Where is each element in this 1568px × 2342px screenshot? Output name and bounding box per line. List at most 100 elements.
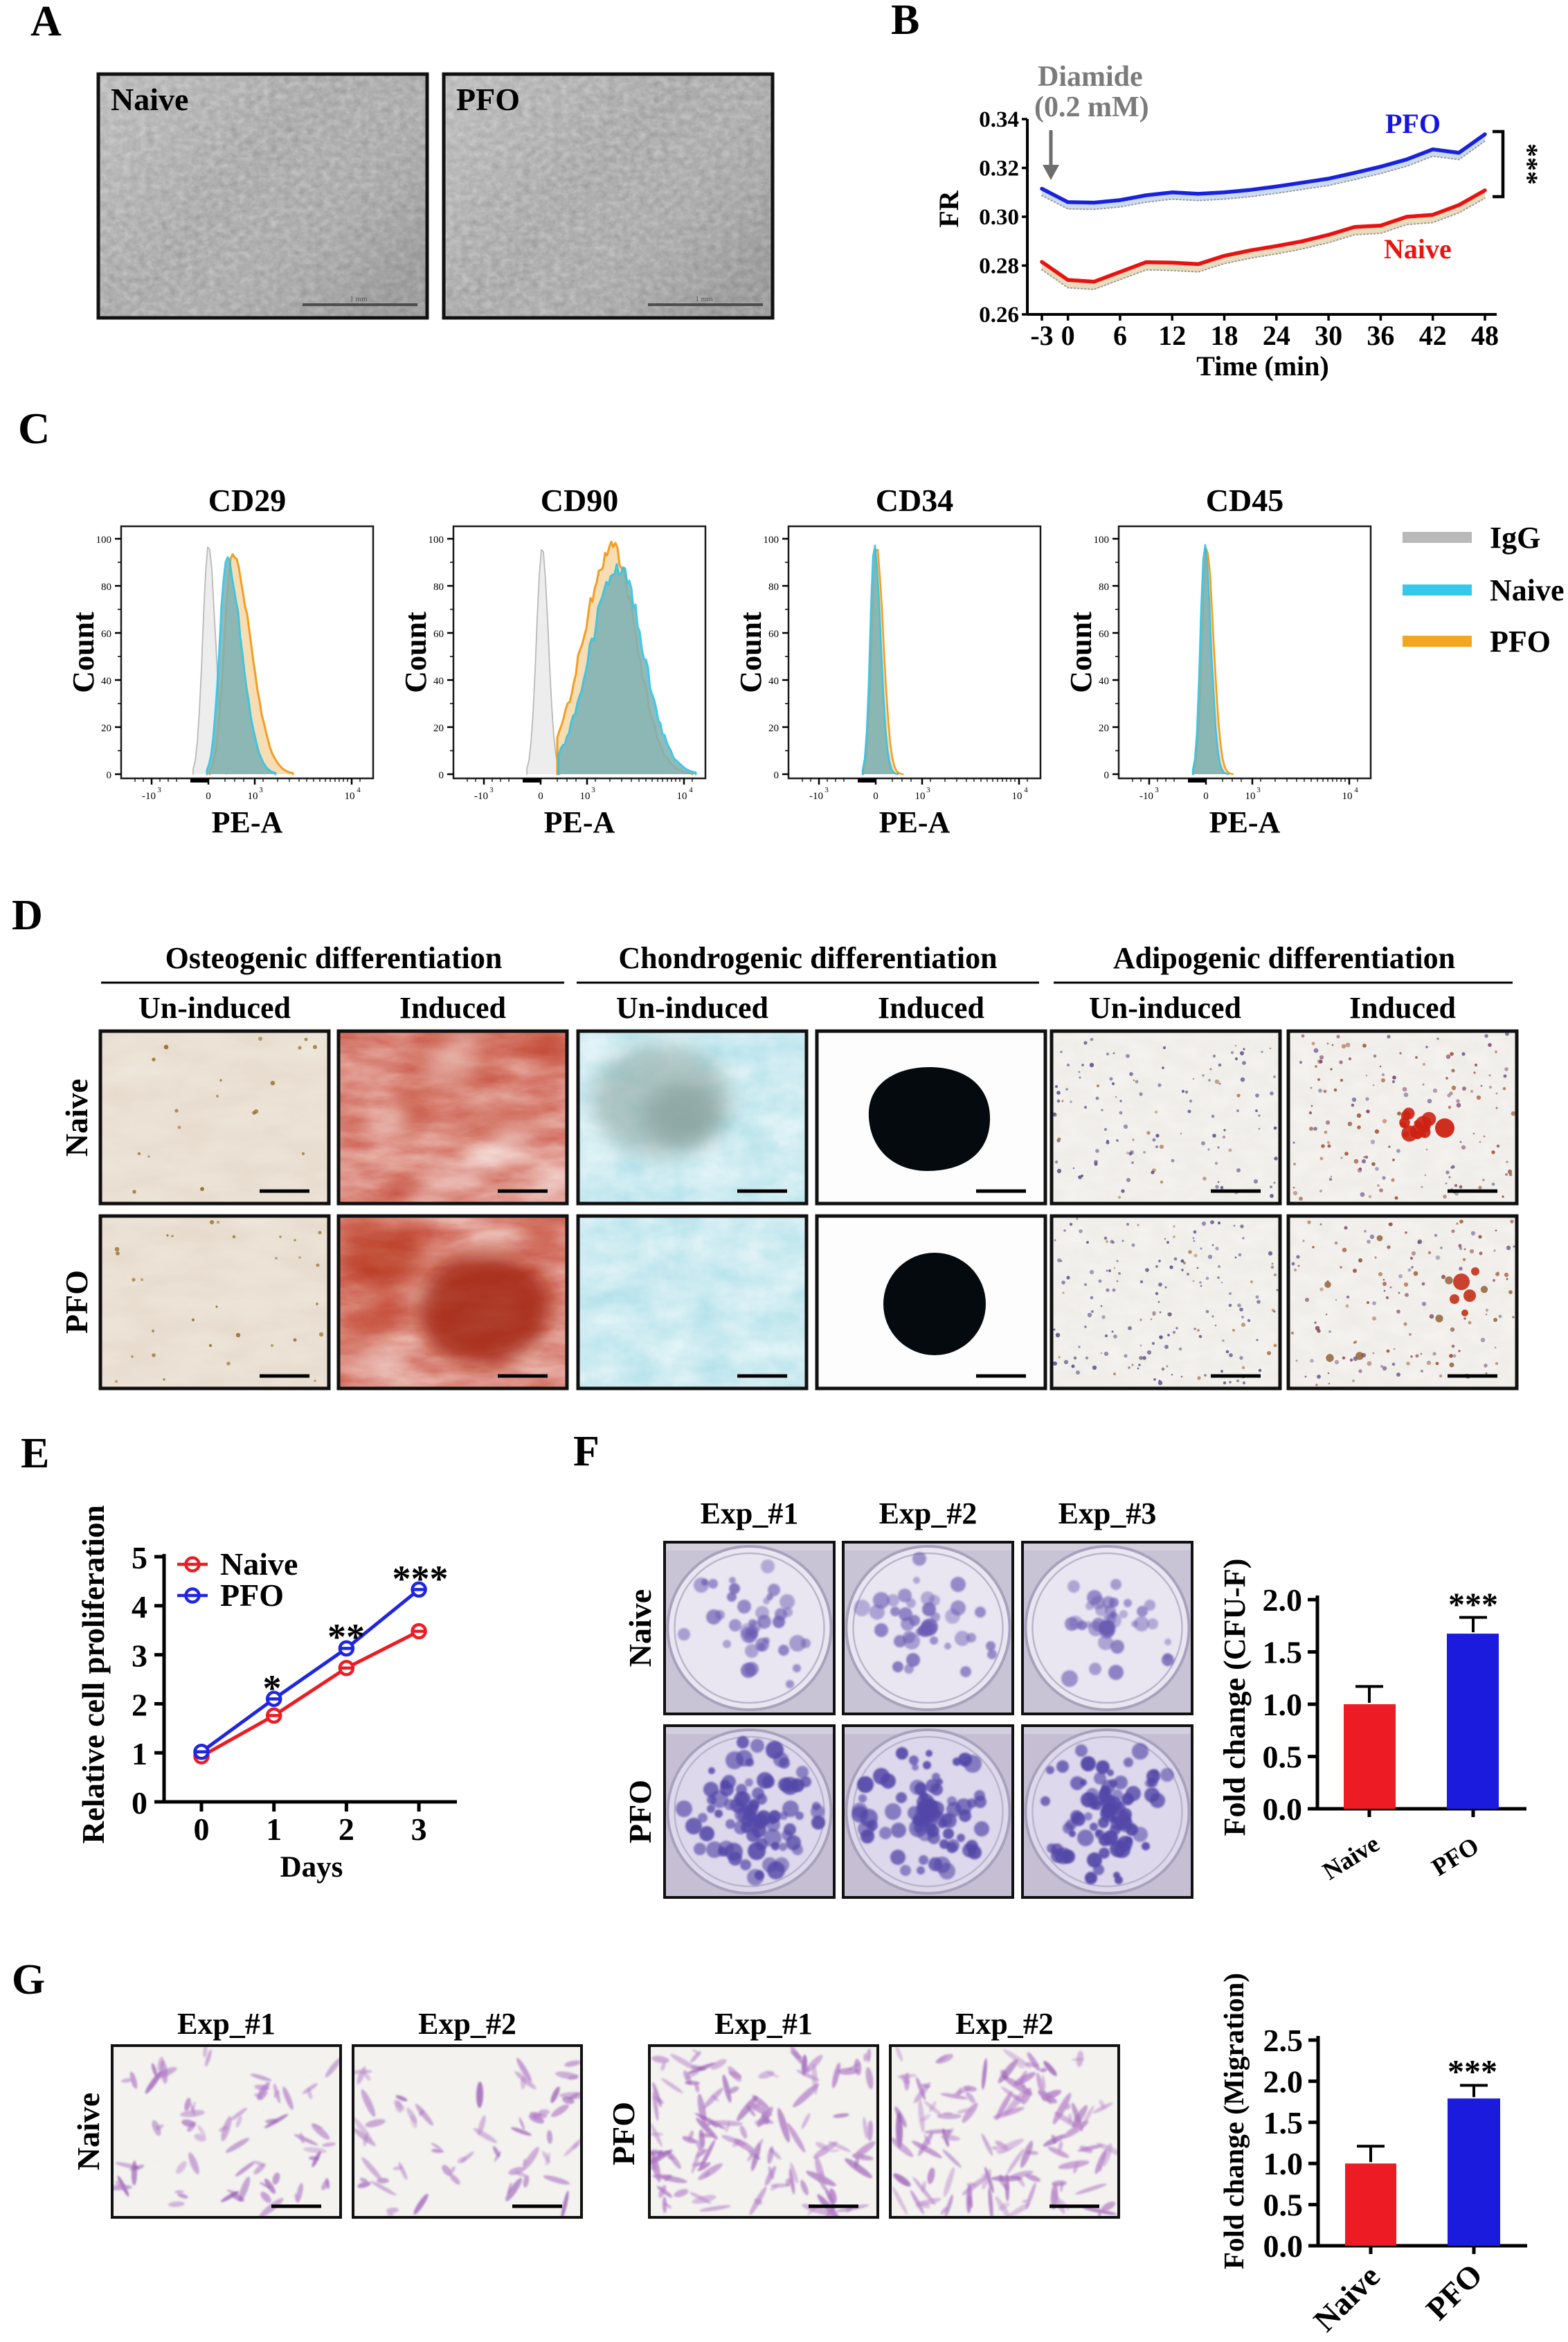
- svg-text:CD34: CD34: [876, 483, 953, 518]
- svg-text:Relative cell proliferation: Relative cell proliferation: [76, 1505, 111, 1843]
- svg-text:Adipogenic differentiation: Adipogenic differentiation: [1113, 941, 1455, 975]
- svg-text:0: 0: [1061, 320, 1075, 351]
- svg-text:2: 2: [132, 1687, 147, 1722]
- svg-text:***: ***: [1513, 143, 1544, 185]
- svg-text:Naive: Naive: [622, 1589, 658, 1667]
- svg-text:0: 0: [132, 1785, 147, 1821]
- svg-text:0.26: 0.26: [979, 303, 1019, 328]
- svg-text:Fold change (CFU-F): Fold change (CFU-F): [1218, 1559, 1252, 1836]
- svg-text:FR: FR: [933, 190, 964, 227]
- svg-text:0: 0: [1104, 770, 1110, 781]
- svg-text:100: 100: [96, 535, 112, 546]
- svg-text:Un-induced: Un-induced: [1089, 991, 1241, 1025]
- svg-text:100: 100: [1094, 535, 1110, 546]
- svg-text:***: ***: [393, 1558, 449, 1600]
- svg-text:10: 10: [580, 791, 591, 802]
- svg-text:Exp_#2: Exp_#2: [418, 2007, 516, 2041]
- svg-text:20: 20: [1099, 723, 1109, 734]
- svg-text:80: 80: [433, 582, 444, 593]
- svg-text:Time (min): Time (min): [1196, 350, 1328, 382]
- svg-text:0.5: 0.5: [1263, 1740, 1303, 1775]
- svg-text:4: 4: [1024, 786, 1028, 794]
- svg-text:2: 2: [339, 1812, 354, 1847]
- svg-text:100: 100: [764, 535, 780, 546]
- svg-text:Induced: Induced: [1349, 991, 1456, 1025]
- svg-text:Induced: Induced: [878, 991, 984, 1025]
- svg-text:40: 40: [768, 676, 779, 687]
- svg-text:Osteogenic differentiation: Osteogenic differentiation: [165, 941, 503, 975]
- svg-text:0: 0: [1203, 791, 1209, 802]
- svg-text:20: 20: [768, 723, 779, 734]
- svg-text:PFO: PFO: [622, 1780, 658, 1843]
- svg-text:Un-induced: Un-induced: [138, 991, 291, 1025]
- svg-text:0: 0: [774, 770, 780, 781]
- svg-text:PFO: PFO: [456, 82, 520, 117]
- svg-text:3: 3: [1256, 786, 1261, 794]
- svg-text:4: 4: [357, 786, 361, 794]
- svg-text:F: F: [573, 1428, 600, 1475]
- svg-text:1.0: 1.0: [1263, 1687, 1303, 1722]
- svg-text:PE-A: PE-A: [879, 805, 950, 839]
- svg-text:0: 0: [194, 1812, 210, 1847]
- svg-text:Chondrogenic differentiation: Chondrogenic differentiation: [618, 941, 997, 975]
- svg-text:Exp_#1: Exp_#1: [701, 1496, 799, 1530]
- svg-text:20: 20: [101, 723, 111, 734]
- svg-text:Days: Days: [280, 1851, 343, 1884]
- svg-text:2.0: 2.0: [1263, 1582, 1303, 1618]
- svg-text:6: 6: [1113, 320, 1127, 351]
- svg-text:1.0: 1.0: [1263, 2146, 1304, 2181]
- svg-text:-10: -10: [474, 791, 488, 802]
- svg-text:PE-A: PE-A: [544, 805, 615, 839]
- svg-text:PE-A: PE-A: [1209, 805, 1281, 839]
- svg-text:0.30: 0.30: [979, 205, 1019, 230]
- svg-text:1: 1: [266, 1812, 282, 1847]
- svg-text:CD29: CD29: [208, 483, 286, 518]
- svg-text:***: ***: [1448, 2053, 1497, 2090]
- svg-text:E: E: [21, 1430, 49, 1477]
- svg-text:10: 10: [677, 791, 687, 802]
- svg-text:1.5: 1.5: [1263, 1635, 1303, 1670]
- svg-text:1: 1: [132, 1736, 147, 1771]
- svg-text:60: 60: [768, 629, 779, 640]
- svg-text:-10: -10: [1139, 791, 1153, 802]
- svg-text:60: 60: [1099, 629, 1109, 640]
- svg-text:0.28: 0.28: [979, 254, 1019, 279]
- svg-text:Diamide: Diamide: [1038, 61, 1143, 93]
- svg-text:80: 80: [768, 582, 779, 593]
- svg-text:30: 30: [1315, 320, 1342, 351]
- svg-text:D: D: [12, 892, 43, 939]
- svg-text:1 mm: 1 mm: [350, 295, 368, 303]
- svg-text:0: 0: [107, 770, 112, 781]
- svg-text:1.5: 1.5: [1263, 2105, 1304, 2140]
- svg-text:5: 5: [132, 1540, 147, 1575]
- svg-text:IgG: IgG: [1490, 521, 1540, 555]
- svg-text:2.5: 2.5: [1263, 2023, 1304, 2058]
- svg-text:100: 100: [429, 535, 444, 546]
- svg-text:10: 10: [1342, 791, 1353, 802]
- svg-text:A: A: [30, 0, 62, 45]
- svg-text:Exp_#1: Exp_#1: [714, 2007, 813, 2041]
- svg-text:Induced: Induced: [399, 991, 506, 1025]
- svg-text:48: 48: [1471, 320, 1499, 351]
- svg-text:0.0: 0.0: [1263, 1791, 1303, 1827]
- svg-text:CD45: CD45: [1206, 483, 1283, 518]
- svg-text:PFO: PFO: [606, 2102, 641, 2165]
- svg-text:3: 3: [157, 786, 161, 794]
- svg-text:3: 3: [132, 1638, 147, 1674]
- svg-text:42: 42: [1419, 320, 1447, 351]
- svg-text:18: 18: [1211, 320, 1238, 351]
- svg-text:40: 40: [433, 676, 444, 687]
- svg-text:10: 10: [1245, 791, 1256, 802]
- svg-text:12: 12: [1158, 320, 1186, 351]
- svg-text:Naive: Naive: [220, 1546, 298, 1582]
- svg-text:*: *: [263, 1668, 282, 1709]
- svg-text:PFO: PFO: [59, 1270, 94, 1334]
- svg-text:0.34: 0.34: [979, 107, 1019, 132]
- svg-text:2.0: 2.0: [1263, 2064, 1304, 2099]
- svg-text:Naive: Naive: [1384, 233, 1452, 265]
- svg-text:Exp_#3: Exp_#3: [1058, 1496, 1157, 1530]
- svg-text:3: 3: [411, 1812, 427, 1847]
- svg-text:80: 80: [101, 582, 111, 593]
- svg-text:60: 60: [433, 629, 444, 640]
- svg-text:3: 3: [1155, 786, 1159, 794]
